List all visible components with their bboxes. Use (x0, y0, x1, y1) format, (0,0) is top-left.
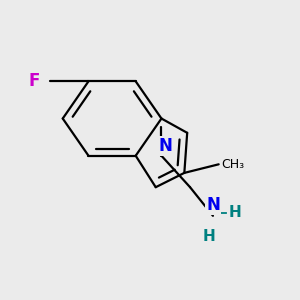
Text: CH₃: CH₃ (221, 158, 245, 171)
Text: F: F (28, 72, 40, 90)
Text: N: N (206, 196, 220, 214)
Text: H: H (202, 229, 215, 244)
Text: N: N (159, 137, 173, 155)
Text: H: H (229, 206, 242, 220)
